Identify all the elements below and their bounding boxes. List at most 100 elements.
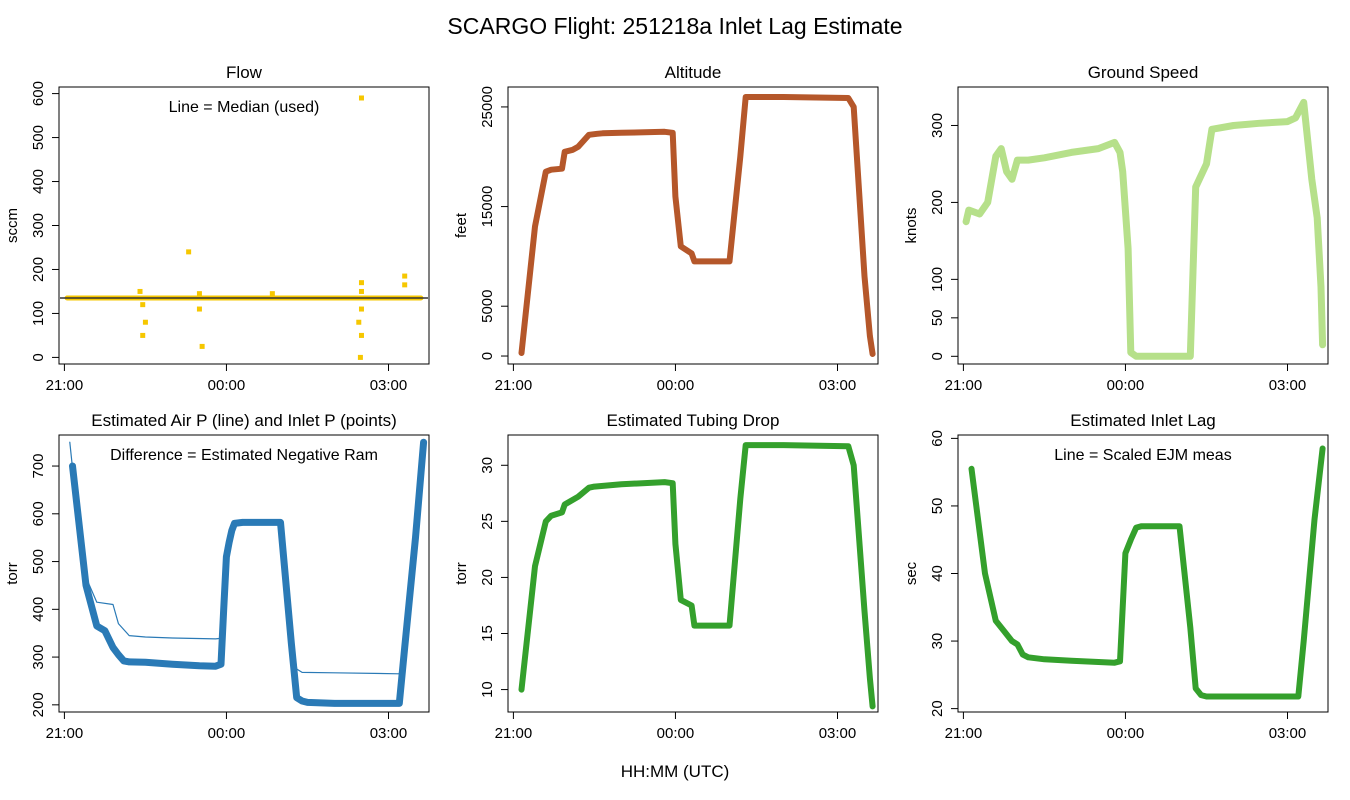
pressure-ytick-label: 200	[30, 692, 47, 717]
inlet-lag-ytick-label: 20	[929, 700, 946, 717]
flow-ytick-label: 500	[30, 125, 47, 150]
ground-speed-ytick-label: 300	[929, 113, 946, 138]
ground-speed-frame	[957, 86, 1329, 365]
flow-outlier-point	[358, 332, 364, 338]
x-axis-label: HH:MM (UTC)	[621, 762, 730, 781]
pressure-ytick-label: 500	[30, 549, 47, 574]
altitude-ytick-label: 5000	[479, 290, 496, 323]
tubing-drop-panel: Estimated Tubing Drop torr 10 15 20 25 30 21:00…	[453, 411, 879, 742]
altitude-xtick-label: 03:00	[819, 377, 857, 394]
flow-outlier-point	[142, 319, 148, 325]
pressure-ytick-label: 400	[30, 597, 47, 622]
inlet-lag-ytick-label: 40	[929, 565, 946, 582]
altitude-xtick-label: 00:00	[657, 377, 695, 394]
flow-outlier-point	[402, 282, 408, 288]
flow-outlier-point	[140, 332, 146, 338]
altitude-ytick-label: 25000	[479, 86, 496, 128]
flow-title: Flow	[226, 63, 263, 82]
tubing-drop-frame	[507, 434, 879, 713]
ground-speed-series-1	[962, 98, 1327, 360]
flow-outlier-point	[186, 249, 192, 255]
flow-outlier-point	[358, 280, 364, 286]
inlet-lag-ytick-label: 60	[929, 430, 946, 447]
ground-speed-panel: Ground Speed knots 0 50 100 200 300 21:00 00:00 0…	[903, 63, 1329, 394]
flow-ytick-label: 200	[30, 257, 47, 282]
flow-outlier-point	[358, 306, 364, 312]
flow-outlier-point	[137, 288, 143, 294]
flow-ytick-label: 0	[30, 353, 47, 361]
tubing-drop-ytick-label: 25	[479, 513, 496, 530]
flow-outlier-point	[140, 302, 146, 308]
flow-plot-area	[60, 95, 428, 360]
inlet-lag-ylabel: sec	[903, 561, 920, 585]
ground-speed-title: Ground Speed	[1088, 63, 1199, 82]
ground-speed-xtick-label: 00:00	[1107, 377, 1145, 394]
altitude-ytick-label: 15000	[479, 186, 496, 228]
flow-ytick-label: 600	[30, 81, 47, 106]
page-title: SCARGO Flight: 251218a Inlet Lag Estimat…	[447, 13, 902, 39]
ground-speed-ytick-label: 0	[929, 352, 946, 360]
tubing-drop-title: Estimated Tubing Drop	[607, 411, 780, 430]
pressure-xtick-label: 21:00	[46, 725, 84, 742]
tubing-drop-ylabel: torr	[453, 562, 470, 585]
altitude-xtick-label: 21:00	[495, 377, 533, 394]
flow-outlier-point	[358, 95, 364, 101]
flow-xtick-label: 00:00	[208, 377, 246, 394]
tubing-drop-plot-area	[518, 442, 876, 710]
inlet-lag-frame	[957, 434, 1329, 713]
pressure-title: Estimated Air P (line) and Inlet P (poin…	[91, 411, 397, 430]
altitude-title: Altitude	[665, 63, 722, 82]
pressure-ytick-label: 300	[30, 645, 47, 670]
flow-outlier-point	[356, 319, 362, 325]
pressure-series-1	[69, 438, 428, 707]
tubing-drop-xtick-label: 03:00	[819, 725, 857, 742]
altitude-plot-area	[518, 94, 876, 357]
altitude-frame	[507, 86, 879, 365]
flow-outlier-point	[269, 291, 275, 297]
inlet-lag-series-1	[968, 445, 1326, 700]
pressure-xtick-label: 00:00	[208, 725, 246, 742]
flow-panel: Flow sccm 0 100 200 300 400 500 600 21:00 00:00 03:…	[4, 63, 430, 394]
tubing-drop-ytick-label: 15	[479, 625, 496, 642]
pressure-ylabel: torr	[4, 562, 21, 585]
tubing-drop-xtick-label: 21:00	[495, 725, 533, 742]
flow-xtick-label: 03:00	[370, 377, 408, 394]
inlet-lag-ytick-label: 30	[929, 633, 946, 650]
tubing-drop-ytick-label: 20	[479, 569, 496, 586]
flow-ytick-label: 400	[30, 169, 47, 194]
flow-outlier-point	[196, 306, 202, 312]
altitude-ylabel: feet	[453, 212, 470, 238]
flow-outlier-point	[402, 273, 408, 279]
ground-speed-xtick-label: 21:00	[945, 377, 983, 394]
ground-speed-ytick-label: 100	[929, 267, 946, 292]
altitude-ytick-label: 0	[479, 352, 496, 360]
pressure-annotation: Difference = Estimated Negative Ram	[110, 447, 378, 464]
ground-speed-plot-area	[962, 98, 1327, 360]
ground-speed-ytick-label: 200	[929, 190, 946, 215]
pressure-panel: Estimated Air P (line) and Inlet P (poin…	[4, 411, 430, 742]
ground-speed-ytick-label: 50	[929, 309, 946, 326]
flow-ytick-label: 300	[30, 213, 47, 238]
pressure-xtick-label: 03:00	[370, 725, 408, 742]
pressure-plot-area	[69, 438, 428, 707]
altitude-panel: Altitude feet 0 5000 15000 25000 21:00 00:00 03:…	[453, 63, 879, 394]
altitude-series-1	[518, 94, 876, 357]
inlet-lag-plot-area	[968, 445, 1326, 700]
inlet-lag-xtick-label: 21:00	[945, 725, 983, 742]
tubing-drop-ytick-label: 30	[479, 457, 496, 474]
flow-outlier-point	[358, 288, 364, 294]
inlet-lag-ytick-label: 50	[929, 498, 946, 515]
inlet-lag-xtick-label: 00:00	[1107, 725, 1145, 742]
flow-frame	[58, 86, 430, 365]
inlet-lag-panel: Estimated Inlet Lag sec 20 30 40 50 60 21:00 00:…	[903, 411, 1329, 742]
pressure-series-2	[69, 439, 425, 675]
flow-ylabel: sccm	[4, 208, 21, 243]
inlet-lag-annotation: Line = Scaled EJM meas	[1054, 447, 1231, 464]
flow-outlier-point	[196, 291, 202, 297]
flow-outlier-point	[199, 343, 205, 349]
pressure-ytick-label: 700	[30, 454, 47, 479]
tubing-drop-series-1	[518, 442, 876, 710]
inlet-lag-title: Estimated Inlet Lag	[1070, 411, 1216, 430]
